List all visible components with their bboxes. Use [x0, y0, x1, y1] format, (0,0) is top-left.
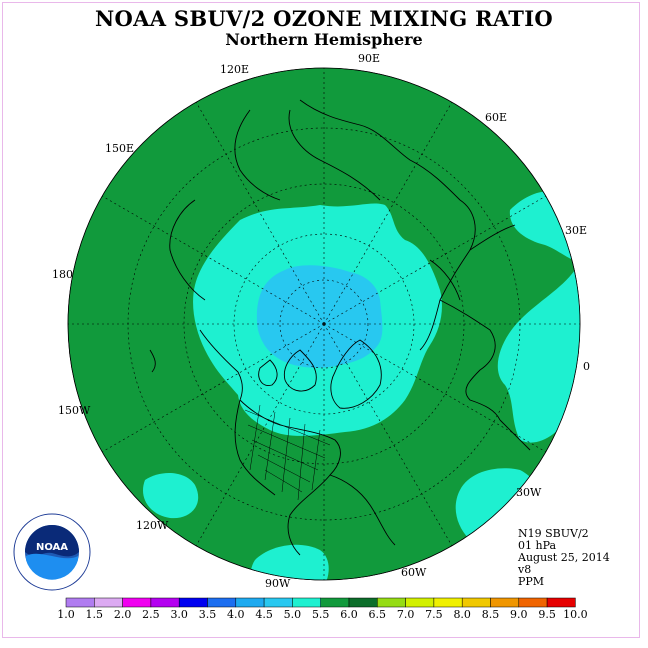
colorbar-swatch — [377, 597, 406, 608]
colorbar-tick-label: 10.0 — [563, 608, 588, 621]
colorbar-swatch — [348, 597, 378, 608]
colorbar-swatch — [461, 597, 491, 608]
colorbar-tick-label: 6.5 — [369, 608, 387, 621]
longitude-labels: 90E 60E 30E 0 30W 60W 90W 120W 150W 180 … — [52, 52, 590, 590]
lon-label-150e: 150E — [105, 142, 134, 155]
info-version: v8 — [518, 563, 532, 576]
map-edge — [67, 67, 581, 581]
colorbar-tick-label: 8.0 — [453, 608, 471, 621]
colorbar-swatch — [65, 597, 95, 608]
figure-border — [2, 2, 640, 638]
colorbar-tick-label: 1.0 — [57, 608, 75, 621]
colorbar-tick-label: 3.5 — [199, 608, 217, 621]
colorbar-swatch — [518, 597, 548, 608]
colorbar-tick-label: 4.5 — [255, 608, 273, 621]
lon-label-30w: 30W — [516, 486, 542, 499]
colorbar-swatch — [122, 597, 152, 608]
noaa-logo: NOAA — [13, 513, 91, 591]
colorbar-tick-label: 9.0 — [510, 608, 528, 621]
colorbar-tick-label: 6.0 — [340, 608, 358, 621]
contour-rim-east-lower — [497, 270, 580, 443]
lon-label-30e: 30E — [565, 224, 587, 237]
lon-label-0: 0 — [583, 360, 590, 373]
colorbar-tick-label: 7.5 — [425, 608, 443, 621]
colorbar-tick-label: 9.5 — [538, 608, 556, 621]
colorbar-swatch — [546, 597, 576, 608]
graticule — [68, 68, 580, 580]
info-level: 01 hPa — [518, 539, 557, 552]
colorbar-swatch — [207, 597, 237, 608]
colorbar-tick-label: 3.0 — [170, 608, 188, 621]
colorbar-tick-label: 4.0 — [227, 608, 245, 621]
map-subtitle: Northern Hemisphere — [225, 30, 423, 49]
colorbar-swatch — [150, 597, 180, 608]
info-date: August 25, 2014 — [518, 551, 610, 564]
lon-label-180: 180 — [52, 268, 73, 281]
lon-label-120e: 120E — [220, 63, 249, 76]
lon-label-60w: 60W — [401, 566, 427, 579]
colorbar-swatch — [263, 597, 293, 608]
map-title: NOAA SBUV/2 OZONE MIXING RATIO — [95, 6, 553, 31]
colorbar-tick-label: 7.0 — [397, 608, 415, 621]
colorbar-swatch — [292, 597, 321, 608]
colorbar-tick-label: 1.5 — [86, 608, 104, 621]
colorbar: 1.0 1.5 2.0 2.5 3.0 3.5 4.0 4.5 5.0 5.5 6.0 6.5 7.0 7… — [57, 597, 588, 621]
lon-label-90e: 90E — [358, 52, 380, 65]
noaa-logo-text: NOAA — [36, 542, 68, 553]
colorbar-tick-label: 5.5 — [312, 608, 330, 621]
state-boundaries — [244, 404, 331, 501]
info-units: PPM — [518, 575, 545, 588]
contour-4-5-region — [256, 265, 383, 368]
colorbar-swatch — [405, 597, 435, 608]
contour-rim-southwest — [142, 473, 199, 519]
colorbar-swatch — [490, 597, 520, 608]
lon-label-90w: 90W — [265, 577, 291, 590]
contour-rim-south — [250, 544, 329, 580]
colorbar-swatch — [94, 597, 123, 608]
colorbar-tick-label: 2.0 — [114, 608, 132, 621]
lon-label-150w: 150W — [58, 404, 91, 417]
colorbar-swatch — [235, 597, 265, 608]
colorbar-tick-label: 2.5 — [142, 608, 160, 621]
lon-label-60e: 60E — [485, 111, 507, 124]
colorbar-tick-label: 8.5 — [482, 608, 500, 621]
info-instrument: N19 SBUV/2 — [518, 527, 589, 540]
contour-rim-top — [240, 68, 430, 70]
colorbar-swatch — [433, 597, 463, 608]
colorbar-swatch — [320, 597, 350, 608]
colorbar-tick-label: 5.0 — [284, 608, 302, 621]
lon-label-120w: 120W — [136, 519, 169, 532]
colorbar-swatch — [178, 597, 208, 608]
coastlines — [149, 99, 531, 556]
